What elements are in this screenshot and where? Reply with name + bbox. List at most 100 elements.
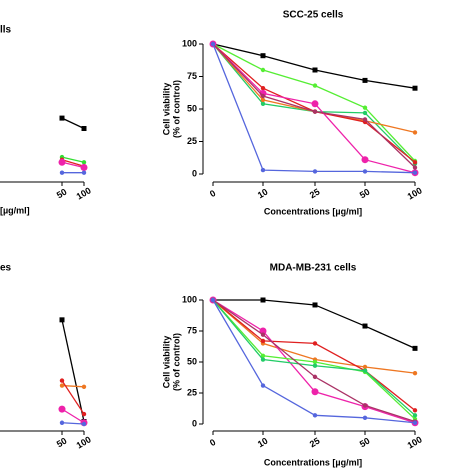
point [80,164,88,171]
chart-title: MDA-MB-231 cells [270,263,357,274]
point [59,378,65,383]
series-line [61,156,85,163]
point [362,323,368,329]
point [362,110,368,116]
series-line [61,117,85,130]
x-tick-label: 0 [208,437,217,448]
point [311,100,319,108]
point [59,115,65,121]
point [260,67,266,73]
x-tick-label: 10 [256,187,270,201]
x-tick-label: 50 [55,187,69,201]
point [59,420,65,425]
point [260,93,266,99]
point [58,405,66,413]
point [312,109,318,114]
point [412,130,418,135]
y-tick-label: 75 [187,325,197,335]
point [412,170,418,175]
point [59,317,65,323]
point [312,363,318,368]
point [412,85,418,91]
point [362,368,368,373]
point [81,126,87,131]
chart-title: es [0,263,12,274]
y-axis-label: Cell viability [161,83,171,136]
point [260,338,266,344]
x-tick-label: 50 [358,436,372,450]
x-tick-label: 100 [406,185,424,201]
series-line [61,161,85,169]
x-tick-label: 25 [308,187,322,201]
y-tick-label: 50 [187,356,197,366]
y-axis-label: Cell viability [161,336,171,389]
point [312,413,318,418]
point [260,353,266,358]
series-line [61,380,85,415]
y-tick-label: 50 [187,103,197,113]
point [412,345,418,351]
point [260,86,266,91]
series-line [61,319,85,422]
point [260,357,266,362]
series-line [212,43,416,89]
point [412,408,418,413]
point [412,420,418,425]
x-tick-label: 100 [406,434,424,450]
series-line [61,408,85,424]
point [362,77,368,83]
x-axis-label: Concentrations [µg/ml] [264,457,362,467]
point [412,165,418,170]
y-tick-label: 100 [182,294,197,304]
point [311,388,319,396]
point [260,332,266,337]
x-tick-label: 50 [55,436,69,450]
point [362,105,368,110]
y-tick-label: 25 [187,387,197,397]
point [59,170,65,175]
x-tick-label: 10 [256,436,270,450]
point [312,359,318,365]
series-line [212,43,416,174]
point [312,341,318,346]
point [260,297,266,303]
point [210,297,216,303]
point [412,160,418,165]
point [81,411,87,417]
series-line [212,43,416,174]
y-axis-label: (% of control) [171,80,181,138]
point [362,364,368,370]
point [412,413,418,418]
series-line [61,422,85,425]
point [260,167,266,173]
x-axis-label: [µg/ml] [0,205,30,215]
point [362,169,368,174]
y-tick-label: 75 [187,71,197,81]
point [81,421,87,427]
point [59,383,65,388]
x-tick-label: 50 [358,187,372,201]
point [362,415,368,420]
y-tick-label: 0 [192,418,197,428]
point [260,383,266,388]
point [312,374,318,380]
x-tick-label: 100 [75,434,93,450]
point [81,384,87,389]
chart-title: lls [0,25,12,36]
point [312,83,318,88]
point [312,302,318,308]
point [260,53,266,59]
y-tick-label: 0 [192,168,197,178]
point [81,160,87,165]
x-tick-label: 25 [308,436,322,450]
point [260,97,266,103]
point [361,156,369,164]
point [58,158,66,166]
point [81,170,87,175]
x-tick-label: 0 [208,188,217,199]
point [412,370,418,376]
point [210,41,216,47]
point [260,101,266,107]
point [362,403,368,408]
